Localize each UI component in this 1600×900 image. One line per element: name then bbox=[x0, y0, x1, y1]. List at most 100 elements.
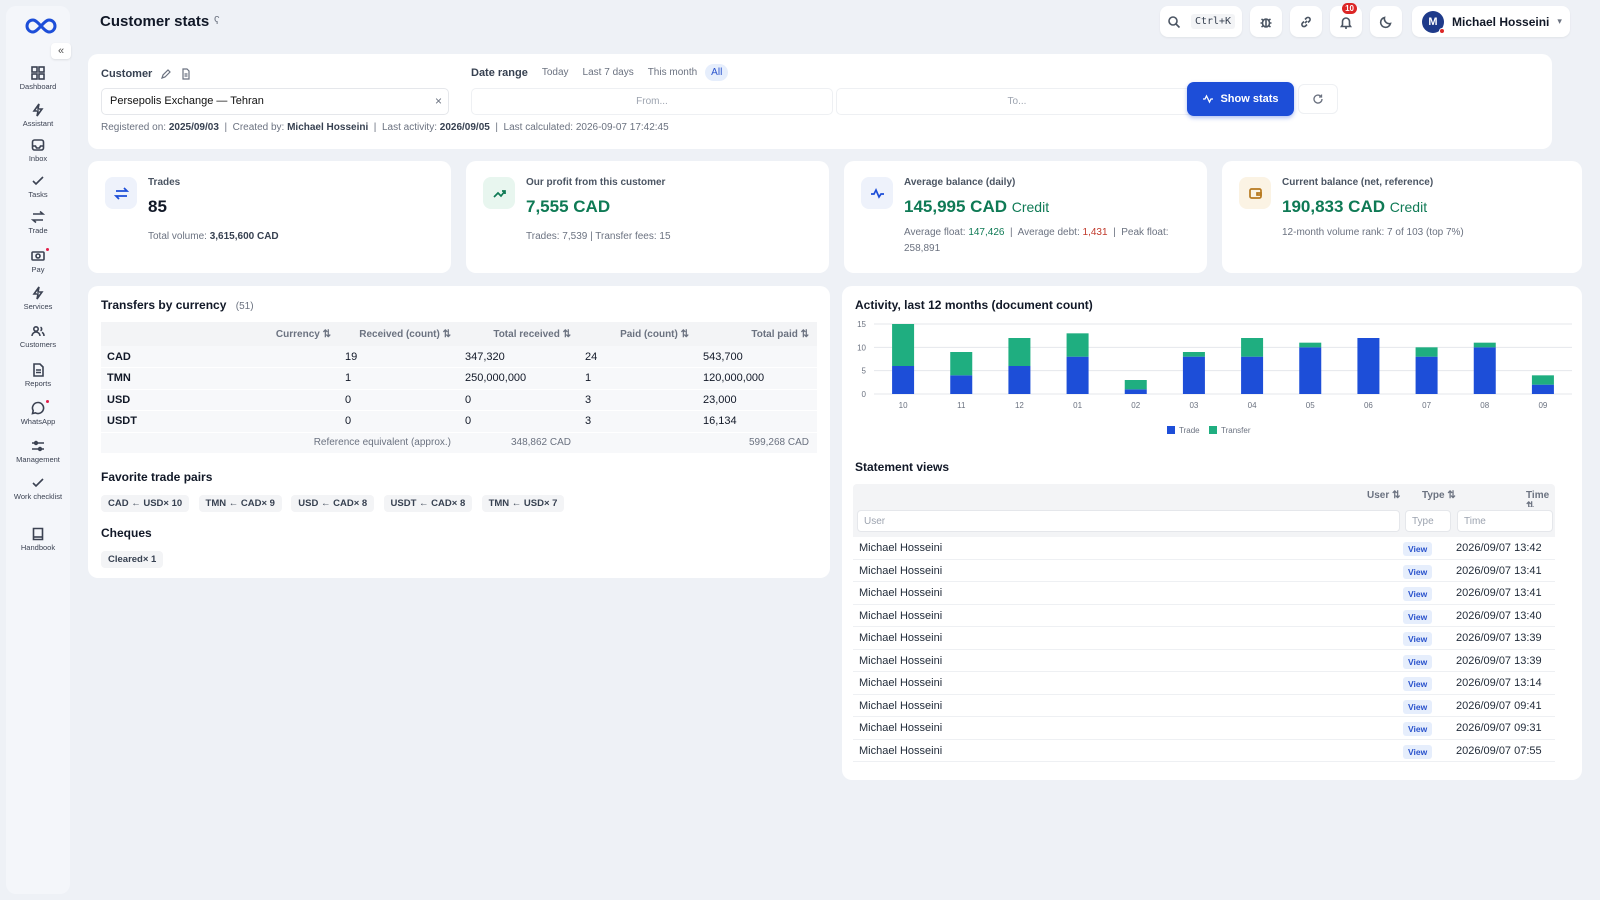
view-type-badge[interactable]: View bbox=[1403, 632, 1433, 646]
transfers-title: Transfers by currency bbox=[101, 298, 227, 312]
col-type[interactable]: Type ⇅ bbox=[1422, 490, 1456, 501]
nav-label: Customers bbox=[19, 340, 57, 349]
cell-received-count: 0 bbox=[339, 389, 459, 411]
nav-label: Trade bbox=[28, 226, 48, 235]
x-tick-label: 04 bbox=[1248, 401, 1257, 410]
bar-trade bbox=[1473, 347, 1496, 394]
current-balance-value: 190,833 CAD bbox=[1282, 197, 1386, 216]
col-time[interactable]: Time ⇅ bbox=[1526, 490, 1550, 512]
nav-item-handbook[interactable]: Handbook bbox=[6, 527, 70, 552]
view-type-badge[interactable]: View bbox=[1403, 744, 1433, 759]
col-received-count[interactable]: Received (count) ⇅ bbox=[339, 322, 459, 346]
nav-item-services[interactable]: Services bbox=[6, 286, 70, 311]
nav-label: Tasks bbox=[28, 190, 48, 199]
customer-select[interactable]: Persepolis Exchange — Tehran × bbox=[101, 88, 449, 115]
sidebar: « Dashboard Assistant Inbox Tasks Trade … bbox=[6, 6, 71, 894]
y-tick-label: 10 bbox=[857, 343, 866, 352]
view-type-badge[interactable]: View bbox=[1403, 542, 1433, 556]
nav-item-trade[interactable]: Trade bbox=[6, 210, 70, 235]
nav-item-customers[interactable]: Customers bbox=[6, 324, 70, 349]
nav-label: Services bbox=[23, 302, 53, 311]
infinity-logo-icon[interactable] bbox=[24, 14, 58, 38]
notifications-button[interactable]: 10 bbox=[1330, 3, 1362, 37]
view-type-badge[interactable]: View bbox=[1403, 654, 1433, 669]
edit-icon[interactable] bbox=[160, 68, 172, 80]
bar-trade bbox=[1357, 338, 1380, 394]
view-type-badge[interactable]: View bbox=[1403, 587, 1433, 601]
nav-label: Work checklist bbox=[13, 492, 63, 501]
trade-pair-chip[interactable]: USD ← CAD× 8 bbox=[291, 495, 375, 512]
chip-this-month[interactable]: This month bbox=[647, 67, 698, 78]
table-row: CAD 19 347,320 24 543,700 bbox=[101, 346, 817, 368]
nav-item-assistant[interactable]: Assistant bbox=[6, 103, 70, 128]
nav-item-work-checklist[interactable]: Work checklist bbox=[6, 476, 70, 501]
collapse-sidebar-button[interactable]: « bbox=[51, 43, 71, 59]
cell-total-paid: 23,000 bbox=[697, 389, 817, 411]
nav-item-tasks[interactable]: Tasks bbox=[6, 174, 70, 199]
bell-icon bbox=[1340, 16, 1352, 29]
trade-pair-chip[interactable]: CAD ← USD× 10 bbox=[101, 495, 190, 512]
last-calculated: 2026-09-07 17:42:45 bbox=[575, 122, 669, 133]
date-to-input[interactable]: To... bbox=[836, 88, 1198, 115]
bar-trade bbox=[1415, 356, 1438, 394]
table-row: Michael Hosseini View 2026/09/07 09:31 bbox=[853, 717, 1555, 740]
user-menu[interactable]: M Michael Hosseini ▾ bbox=[1412, 6, 1570, 37]
trade-pair-chip[interactable]: TMN ← CAD× 9 bbox=[198, 495, 282, 512]
clear-customer-button[interactable]: × bbox=[434, 94, 442, 108]
nav-item-inbox[interactable]: Inbox bbox=[6, 138, 70, 163]
view-type-badge[interactable]: View bbox=[1403, 609, 1433, 624]
bar-transfer bbox=[1182, 352, 1205, 357]
link-button[interactable] bbox=[1290, 6, 1322, 37]
legend-swatch bbox=[1167, 426, 1175, 434]
nav-item-dashboard[interactable]: Dashboard bbox=[6, 66, 70, 91]
col-currency[interactable]: Currency ⇅ bbox=[101, 322, 339, 346]
trade-pair-chip[interactable]: TMN ← USD× 7 bbox=[481, 495, 565, 512]
current-balance-suffix: Credit bbox=[1389, 199, 1428, 215]
view-type-badge[interactable]: View bbox=[1403, 564, 1433, 579]
x-tick-label: 09 bbox=[1538, 401, 1547, 410]
activity-card: Activity, last 12 months (document count… bbox=[842, 286, 1582, 780]
type-filter-input[interactable]: Type bbox=[1405, 510, 1451, 532]
reference-label: Reference equivalent (approx.) bbox=[101, 432, 459, 454]
grid-icon bbox=[31, 66, 45, 80]
nav-item-pay[interactable]: Pay bbox=[6, 248, 70, 274]
cheque-status-chip[interactable]: Cleared× 1 bbox=[101, 551, 164, 568]
refresh-button[interactable] bbox=[1298, 84, 1338, 114]
date-from-input[interactable]: From... bbox=[471, 88, 833, 115]
chip-last-7-days[interactable]: Last 7 days bbox=[582, 67, 634, 78]
swap-icon bbox=[31, 210, 45, 224]
nav-item-reports[interactable]: Reports bbox=[6, 363, 70, 388]
user-filter-input[interactable]: User bbox=[857, 510, 1400, 532]
nav-item-management[interactable]: Management bbox=[6, 439, 70, 464]
view-type-badge[interactable]: View bbox=[1403, 677, 1433, 691]
cheques-title: Cheques bbox=[101, 526, 152, 540]
created-by: Michael Hosseini bbox=[287, 122, 369, 133]
reference-received: 348,862 CAD bbox=[459, 432, 579, 454]
document-icon[interactable] bbox=[180, 68, 192, 80]
volume-rank: 12-month volume rank: 7 of 103 (top 7%) bbox=[1282, 227, 1464, 238]
nav-item-whatsapp[interactable]: WhatsApp bbox=[6, 400, 70, 426]
view-type-badge[interactable]: View bbox=[1403, 722, 1433, 736]
show-stats-button[interactable]: Show stats bbox=[1187, 82, 1294, 116]
pin-icon[interactable]: ʕ bbox=[214, 15, 220, 27]
debug-button[interactable] bbox=[1250, 6, 1282, 37]
chip-today[interactable]: Today bbox=[541, 67, 569, 78]
theme-toggle-button[interactable] bbox=[1370, 6, 1402, 37]
trend-up-icon bbox=[483, 177, 515, 209]
swap-icon bbox=[105, 177, 137, 209]
col-paid-count[interactable]: Paid (count) ⇅ bbox=[579, 322, 697, 346]
chip-all[interactable]: All bbox=[705, 64, 729, 81]
row-time: 2026/09/07 13:39 bbox=[1456, 654, 1542, 667]
trade-pair-chip[interactable]: USDT ← CAD× 8 bbox=[383, 495, 473, 512]
calculated-label: Last calculated: bbox=[503, 122, 574, 133]
time-filter-input[interactable]: Time bbox=[1457, 510, 1553, 532]
col-total-paid[interactable]: Total paid ⇅ bbox=[697, 322, 817, 346]
current-balance-value-row: 190,833 CAD Credit bbox=[1282, 197, 1427, 217]
nav-label: Management bbox=[16, 455, 60, 464]
col-total-received[interactable]: Total received ⇅ bbox=[459, 322, 579, 346]
reference-row: Reference equivalent (approx.) 348,862 C… bbox=[101, 432, 817, 454]
cell-currency: CAD bbox=[101, 346, 339, 368]
col-user[interactable]: User ⇅ bbox=[1367, 490, 1401, 501]
view-type-badge[interactable]: View bbox=[1403, 699, 1433, 714]
search-button[interactable]: Ctrl+K bbox=[1160, 6, 1242, 37]
